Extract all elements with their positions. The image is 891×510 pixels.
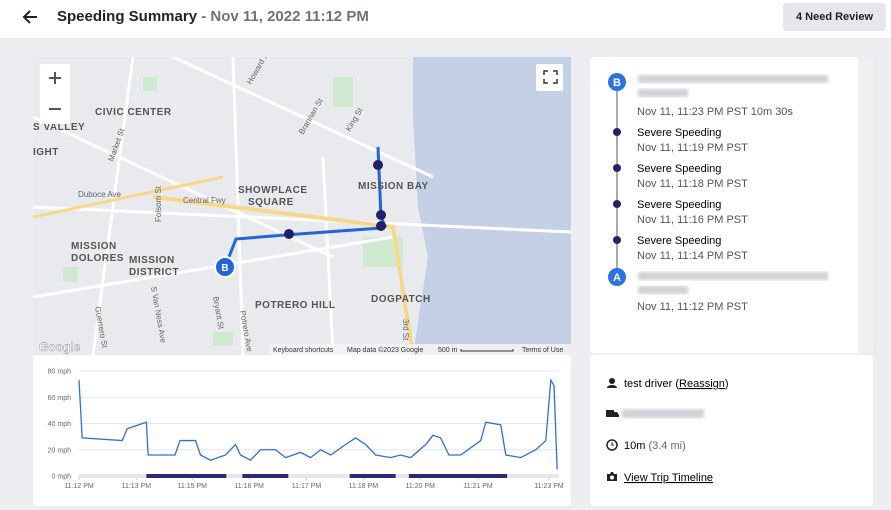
event-time: Nov 11, 11:14 PM PST bbox=[637, 250, 748, 262]
y-tick-label: 60 mph bbox=[48, 395, 71, 402]
trip-duration: 10m bbox=[624, 440, 645, 452]
svg-text:Nov 11, 11:23 PM PST 10m 30s: Nov 11, 11:23 PM PST 10m 30s bbox=[637, 106, 793, 118]
info-panel: test driver (Reassign) 10m (3.4 mi) View… bbox=[590, 355, 873, 506]
x-tick-label: 11:18 PM bbox=[349, 483, 379, 490]
event-label: Severe Speeding bbox=[637, 127, 721, 139]
map-footer: 500 m bbox=[438, 347, 458, 354]
start-time: Nov 11, 11:12 PM PST bbox=[637, 301, 748, 313]
speed-track bbox=[79, 474, 559, 478]
street-label: 3rd St bbox=[401, 319, 410, 341]
map: B CIVIC CENTER SHOWPLACE SQUARE MISSION … bbox=[33, 57, 571, 355]
map-label: SQUARE bbox=[248, 197, 294, 208]
map-footer[interactable]: Terms of Use bbox=[522, 347, 563, 354]
event: Severe Speeding Nov 11, 11:14 PM PST bbox=[613, 235, 748, 262]
svg-text:10m (3.4 mi): 10m (3.4 mi) bbox=[624, 440, 686, 452]
speed-chart: 0 mph 20 mph 40 mph 60 mph 80 mph 11:12 PM 11:… bbox=[48, 369, 564, 491]
x-tick-label: 11:15 PM bbox=[178, 483, 208, 490]
end-time: Nov 11, 11:23 PM PST bbox=[637, 106, 748, 118]
speed-line bbox=[78, 378, 558, 470]
map-footer: Map data ©2023 Google bbox=[347, 346, 423, 354]
google-logo: Google bbox=[39, 340, 81, 354]
fullscreen-button[interactable] bbox=[536, 64, 563, 91]
map-label: S VALLEY bbox=[33, 122, 85, 133]
event-label: Severe Speeding bbox=[637, 163, 721, 175]
speeding-range bbox=[146, 474, 227, 478]
x-tick-label: 11:16 PM bbox=[234, 483, 264, 490]
event-label: Severe Speeding bbox=[637, 199, 721, 211]
event-time: Nov 11, 11:16 PM PST bbox=[637, 214, 748, 226]
x-tick-label: 11:20 PM bbox=[406, 483, 436, 490]
speeding-range bbox=[349, 474, 396, 478]
back-arrow[interactable] bbox=[22, 8, 40, 26]
title: Speeding Summary - Nov 11, 2022 11:12 PM bbox=[57, 8, 369, 25]
paren: ( bbox=[675, 378, 679, 390]
map-footer[interactable]: Keyboard shortcuts bbox=[273, 347, 334, 354]
title-text: Speeding Summary bbox=[57, 8, 198, 25]
speeding-range bbox=[242, 474, 289, 478]
map-label: CIVIC CENTER bbox=[95, 107, 172, 118]
speeding-range bbox=[408, 474, 508, 478]
map-label: POTRERO HILL bbox=[255, 300, 335, 311]
x-tick-label: 11:13 PM bbox=[122, 483, 152, 490]
street-label: Central Fwy bbox=[183, 196, 226, 205]
map-label: SHOWPLACE bbox=[238, 185, 308, 196]
view-timeline-link[interactable]: View Trip Timeline bbox=[624, 472, 713, 484]
map-label: DOLORES bbox=[71, 253, 124, 264]
y-tick-label: 0 mph bbox=[52, 474, 72, 481]
event-time: Nov 11, 11:18 PM PST bbox=[637, 178, 748, 190]
street-label: Folsom St bbox=[154, 185, 163, 222]
event: Severe Speeding Nov 11, 11:16 PM PST bbox=[613, 199, 748, 226]
map-label: IGHT bbox=[33, 147, 59, 158]
trip-distance: (3.4 mi) bbox=[648, 440, 685, 452]
map-label: MISSION bbox=[71, 241, 117, 252]
x-tick-label: 11:21 PM bbox=[463, 483, 493, 490]
need-review-button[interactable]: 4 Need Review bbox=[783, 3, 886, 31]
street-label: Duboce Ave bbox=[78, 190, 122, 199]
y-tick-label: 80 mph bbox=[48, 369, 71, 376]
driver: test driver bbox=[624, 378, 673, 390]
map-label: DISTRICT bbox=[129, 267, 179, 278]
reassign-link[interactable]: Reassign bbox=[679, 378, 725, 390]
event-time: Nov 11, 11:19 PM PST bbox=[637, 142, 748, 154]
svg-text:test driver (Reassign): test driver (Reassign) bbox=[624, 378, 729, 390]
timeline-panel: B Nov 11, 11:23 PM PST 10m 30s Severe Sp… bbox=[590, 57, 873, 353]
header: Speeding Summary - Nov 11, 2022 11:12 PM… bbox=[0, 0, 891, 38]
y-tick-label: 40 mph bbox=[48, 421, 71, 428]
map-label: DOGPATCH bbox=[371, 294, 431, 305]
y-tick-label: 20 mph bbox=[48, 447, 71, 454]
event: Severe Speeding Nov 11, 11:19 PM PST bbox=[613, 127, 748, 154]
end-letter: B bbox=[613, 77, 621, 89]
start-letter: A bbox=[613, 272, 621, 284]
event: Severe Speeding Nov 11, 11:18 PM PST bbox=[613, 163, 748, 190]
subtitle: - Nov 11, 2022 11:12 PM bbox=[201, 8, 369, 25]
x-tick-label: 11:17 PM bbox=[292, 483, 322, 490]
event-label: Severe Speeding bbox=[637, 235, 721, 247]
x-tick-label: 11:23 PM bbox=[534, 483, 564, 490]
map-label: MISSION BAY bbox=[358, 181, 429, 192]
paren: ) bbox=[725, 378, 729, 390]
duration: 10m 30s bbox=[751, 106, 794, 118]
svg-text:B: B bbox=[221, 263, 228, 274]
x-tick-label: 11:12 PM bbox=[64, 483, 94, 490]
map-label: MISSION bbox=[129, 255, 175, 266]
